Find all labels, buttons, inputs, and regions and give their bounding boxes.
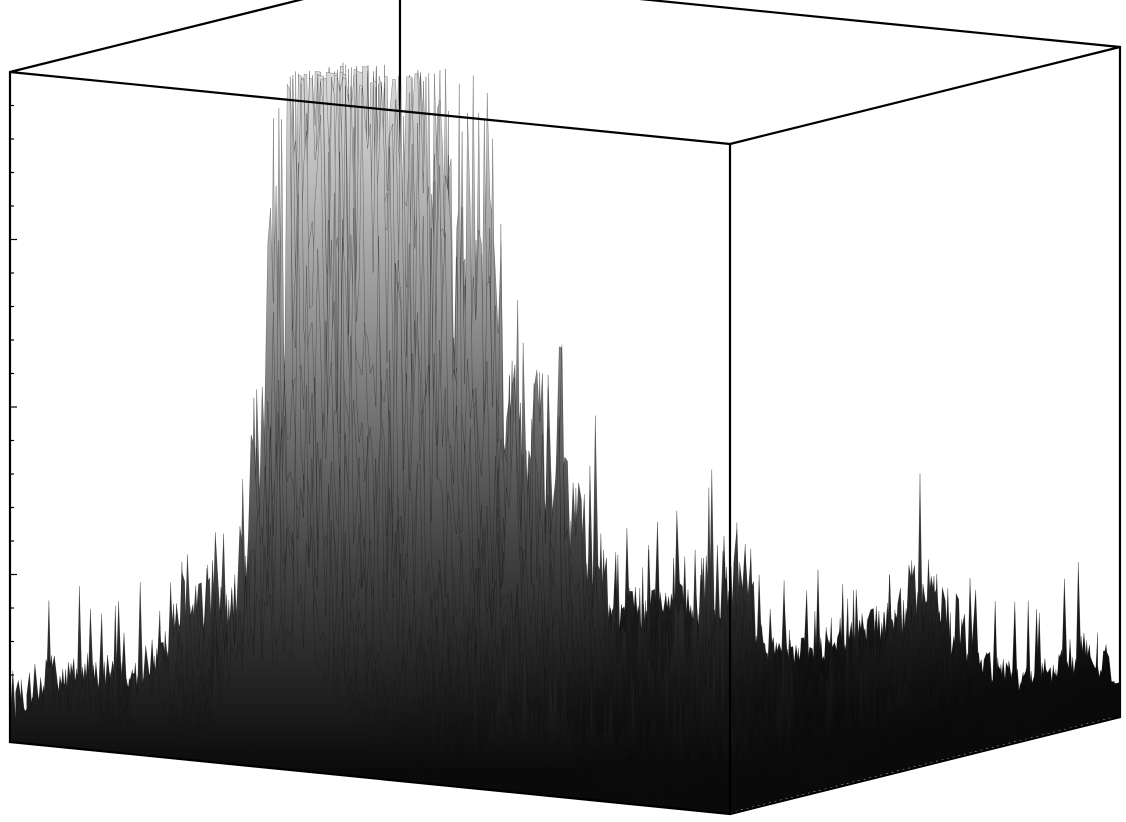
surface-ridge	[9, 440, 731, 815]
frame-edge-front-bottom	[8, 740, 732, 816]
frame-edge-top-back	[638, 0, 1122, 49]
surface-layer	[9, 62, 1121, 815]
frame-edge-top-front	[8, 70, 732, 146]
frame-edge-top-left	[8, 0, 305, 74]
front-frame	[8, 0, 1122, 816]
frame-edge-top-right	[728, 45, 1122, 146]
